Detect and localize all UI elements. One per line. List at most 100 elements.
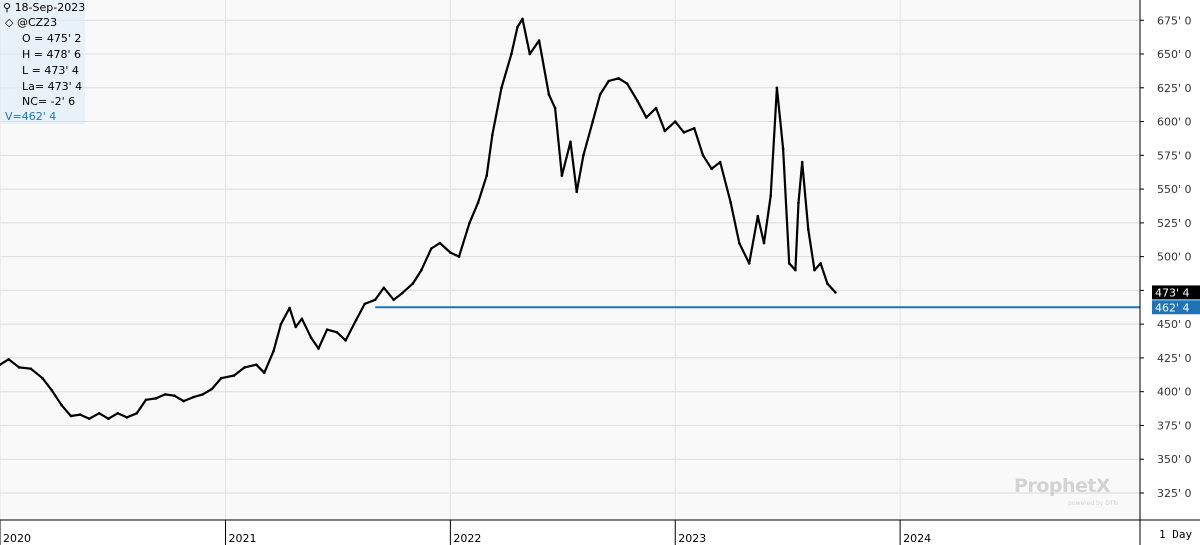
price-point [344,339,347,342]
info-date: 18-Sep-2023 [14,1,86,14]
price-point [607,79,610,83]
price-point [154,397,158,400]
price-point [738,241,741,245]
y-tick-label: 575' 0 [1157,149,1192,162]
y-tick-label: 350' 0 [1157,453,1192,466]
price-point [430,247,433,250]
price-point [7,358,10,361]
price-point [701,154,705,157]
grid-lines [0,0,1140,520]
price-point [309,336,313,340]
price-point [528,52,532,56]
info-low: L = 473' 4 [22,64,79,77]
price-point [300,317,304,321]
last-price-tag-bg [1152,285,1200,300]
price-point [598,93,602,96]
price-point [794,268,797,272]
x-tick-label: 2022 [453,532,481,545]
price-point [547,93,551,96]
price-point [438,241,442,245]
price-point [553,106,557,110]
price-point [807,228,810,231]
x-tick-label: 2020 [3,532,31,545]
price-point [272,349,275,353]
price-point [485,174,489,177]
price-point [663,129,667,133]
price-point [476,201,480,204]
price-point [243,366,246,369]
y-tick-label: 650' 0 [1157,48,1192,61]
price-point [0,363,2,366]
price-point [29,367,33,371]
price-point [769,194,772,198]
price-point [107,417,110,421]
price-point [819,262,822,265]
price-point [645,116,648,119]
price-point [263,371,266,375]
price-point [135,412,139,415]
price-point [491,133,494,137]
price-point [219,376,223,380]
price-point [97,412,101,415]
price-point [500,86,503,90]
price-point [516,25,519,29]
price-point [560,174,564,177]
price-point [636,100,639,103]
y-tick-label: 425' 0 [1157,352,1192,365]
date-line: ⚲ 18-Sep-2023 [3,1,85,14]
price-point [60,403,63,407]
price-point [401,291,404,295]
price-point [210,387,214,391]
level-price-tag-bg [1152,300,1200,315]
price-point [617,77,620,80]
info-level-value: V=462' 4 [5,110,57,123]
price-point [569,140,572,144]
price-point [747,262,751,265]
price-point [582,154,585,157]
price-point [826,282,829,285]
plot-background [0,0,1140,520]
price-point [69,414,73,418]
price-point [232,374,236,377]
price-point [781,147,785,150]
price-point [50,389,54,392]
price-point [673,120,677,123]
y-tick-label: 325' 0 [1157,487,1192,500]
price-point [420,268,423,272]
price-point [363,302,367,306]
period-label[interactable]: 1 Day [1159,528,1193,541]
symbol-line: ◇ @CZ23 [5,16,57,29]
price-point [797,201,800,204]
x-tick-label: 2024 [903,532,931,545]
price-point [294,325,298,329]
price-point [116,412,119,415]
price-point [78,413,82,416]
x-axis-ticks: 2020 2021 2022 2023 2024 [0,520,931,545]
y-tick-label: 525' 0 [1157,217,1192,230]
price-point [254,363,258,367]
price-point [125,416,129,419]
y-tick-label: 500' 0 [1157,251,1192,264]
price-point [729,201,732,204]
diamond-icon: ◇ [5,16,14,29]
price-point [468,221,471,225]
price-point [192,395,195,399]
price-point [41,376,44,380]
price-point [718,160,722,164]
price-point [144,398,148,402]
price-point [279,322,283,326]
y-tick-label: 675' 0 [1157,14,1192,27]
last-price-tag-label: 473' 4 [1155,286,1190,299]
price-point [682,131,686,134]
price-point [382,286,386,290]
y-tick-label: 450' 0 [1157,318,1192,331]
info-symbol: @CZ23 [16,16,58,29]
level-price-tag-label: 462' 4 [1155,301,1190,314]
price-point [411,282,415,285]
prophetx-watermark: ProphetX powered by DTN [1014,475,1124,511]
price-point [693,127,696,130]
price-point [88,417,91,421]
price-point [521,17,524,21]
